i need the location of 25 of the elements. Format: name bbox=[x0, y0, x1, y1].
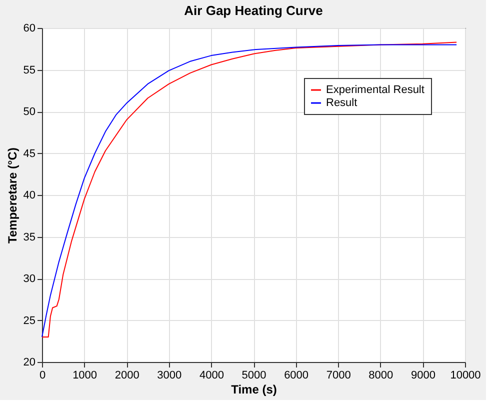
y-tick-label: 45 bbox=[23, 148, 36, 160]
y-tick-label: 25 bbox=[23, 314, 36, 327]
y-tick-label: 60 bbox=[23, 22, 36, 34]
x-tick-label: 4000 bbox=[199, 370, 224, 382]
y-tick-label: 40 bbox=[23, 190, 36, 202]
x-tick-label: 6000 bbox=[284, 370, 309, 382]
x-tick-label: 8000 bbox=[368, 370, 394, 382]
x-tick-label: 3000 bbox=[157, 370, 182, 382]
y-tick-label: 35 bbox=[23, 231, 36, 244]
legend-label: Experimental Result bbox=[326, 84, 424, 96]
x-tick-label: 7000 bbox=[326, 370, 351, 382]
y-axis-title: Temperetare (°C) bbox=[5, 148, 20, 244]
x-tick-label: 5000 bbox=[242, 370, 266, 382]
x-axis-title: Time (s) bbox=[231, 382, 277, 396]
legend-label: Result bbox=[326, 97, 358, 109]
x-tick-label: 2000 bbox=[114, 370, 140, 382]
chart-title: Air Gap Heating Curve bbox=[184, 3, 323, 18]
y-tick-label: 55 bbox=[23, 64, 36, 76]
y-tick-label: 20 bbox=[23, 356, 36, 368]
x-tick-label: 10000 bbox=[450, 370, 481, 382]
x-tick-label: 1000 bbox=[72, 370, 98, 382]
y-tick-label: 50 bbox=[23, 106, 36, 118]
x-tick-label: 9000 bbox=[410, 370, 436, 382]
x-tick-label: 0 bbox=[39, 370, 46, 382]
y-tick-label: 30 bbox=[23, 273, 36, 285]
